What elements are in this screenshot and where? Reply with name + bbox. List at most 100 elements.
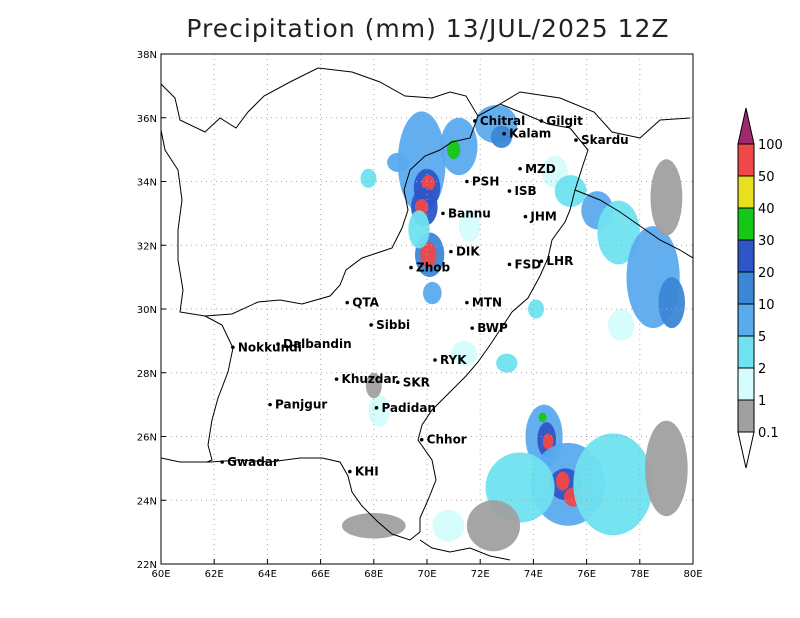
axis-ticks: 60E 62E 64E 66E 68E 70E 72E 74E 76E 78E 80E 22N 24N 2… [137,50,703,580]
city-marker [470,326,475,330]
city-label: KHI [355,465,379,479]
city-marker [539,119,544,123]
colorbar-segment [737,207,755,241]
colorbar-label: 40 [758,202,775,217]
city-label: Skardu [581,133,629,147]
colorbar-max-arrow [737,107,755,145]
lon-tick-label: 76E [577,569,596,580]
colorbar-label: 30 [758,234,775,249]
colorbar-label: 20 [758,266,775,281]
precip-cell [597,200,640,265]
city-label: ISB [514,184,536,198]
map-title: Precipitation (mm) 13/JUL/2025 12Z [186,14,670,43]
lon-tick-label: 66E [311,569,330,580]
city-label: MTN [472,296,502,310]
city-label: JHM [529,210,556,224]
city-marker [268,402,272,407]
colorbar-label: 0.1 [758,426,779,441]
lon-tick-label: 60E [151,569,170,580]
colorbar-label: 50 [758,170,775,185]
precip-cell [650,159,683,236]
colorbar-segment [737,271,755,305]
precip-cell [421,175,435,192]
city-marker [374,406,379,410]
city-marker [449,249,453,254]
colorbar: 100 50 40 30 20 10 5 2 1 0.1 [737,107,783,469]
colorbar-label: 1 [758,394,766,409]
colorbar-segment [737,143,755,177]
precip-cell [538,412,547,423]
lat-tick-label: 32N [137,241,157,252]
colorbar-label: 10 [758,298,775,313]
afghanistan-border [161,67,479,317]
precip-cell [360,168,377,188]
lon-tick-label: 80E [683,569,702,580]
city-label: Dalbandin [283,337,352,351]
city-label: Khuzdar [342,372,398,386]
precip-cell [554,175,587,207]
lon-tick-label: 68E [364,569,383,580]
lon-tick-label: 74E [524,569,543,580]
precip-cell [432,509,465,542]
precip-cell [446,140,461,160]
lat-tick-label: 24N [137,496,157,507]
city-marker [409,265,413,270]
city-marker [574,138,578,142]
city-marker [465,179,469,184]
colorbar-min-arrow [737,431,755,469]
precip-cell [490,125,513,149]
city-marker [348,469,352,474]
city-label: Bannu [448,206,491,220]
precip-cell [408,210,430,249]
precip-cell [496,353,518,373]
city-marker [518,166,522,171]
city-label: FSD [514,257,541,271]
colorbar-label: 5 [758,330,766,345]
china-border [499,91,691,139]
colorbar-segment [737,399,755,433]
lat-tick-label: 28N [137,369,157,380]
city-label: DIK [456,245,480,259]
colorbar-label: 2 [758,362,766,377]
city-label: QTA [352,296,379,310]
colorbar-segment [737,175,755,209]
city-label: Nokkundi [238,340,302,354]
lon-tick-label: 70E [417,569,436,580]
colorbar-segment [737,303,755,337]
lon-tick-label: 78E [630,569,649,580]
precip-cell [645,420,688,517]
colorbar-segment [737,239,755,273]
lat-tick-label: 38N [137,50,157,61]
city-marker [369,323,373,327]
lat-tick-label: 22N [137,560,157,571]
city-label: Sibbi [376,318,410,332]
precip-cell [365,372,382,399]
city-label: RYK [440,353,467,367]
colorbar-segment [737,335,755,369]
precip-cell [466,500,521,552]
city-marker [419,437,424,442]
city-label: Kalam [509,127,551,141]
india-north-border [574,189,693,259]
city-marker [345,300,350,305]
city-label: LHR [546,254,573,268]
india-coastline [419,539,511,561]
precip-cell [458,210,481,243]
precip-cell [420,242,437,268]
city-label: Zhob [416,261,450,275]
iran-border [204,315,234,463]
city-marker [502,131,506,136]
precip-cell [423,281,442,305]
precip-cell [450,340,478,367]
precip-cell [542,433,554,450]
city-marker [507,189,512,193]
precip-cell [387,152,409,172]
city-label: Gilgit [546,114,583,128]
precip-cell [658,277,686,329]
city-label: Padidan [381,401,436,415]
precipitation-field [341,105,688,552]
lat-tick-label: 30N [137,305,157,316]
city-marker [523,214,528,219]
lon-tick-label: 72E [471,569,490,580]
city-marker [231,345,235,350]
